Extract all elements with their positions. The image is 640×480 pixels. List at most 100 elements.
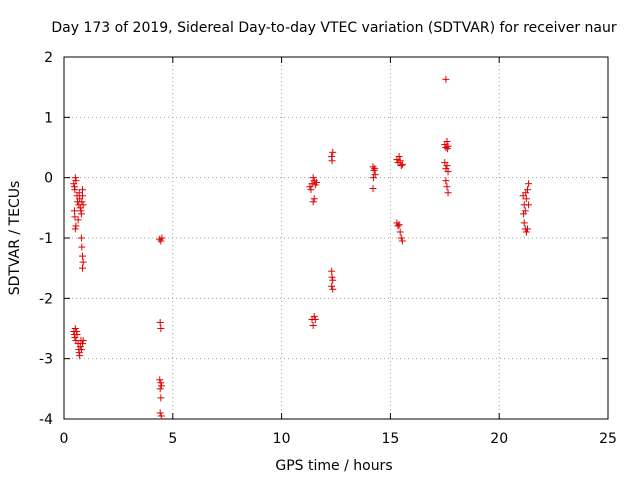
y-tick-label: 1: [44, 110, 53, 126]
data-point: [328, 273, 336, 281]
y-tick-label: -1: [39, 231, 53, 247]
data-point: [309, 321, 317, 329]
data-point: [77, 234, 85, 242]
data-point: [157, 382, 165, 390]
data-point: [311, 315, 319, 323]
data-point: [369, 185, 377, 193]
x-tick-label: 0: [60, 431, 69, 447]
data-point: [397, 234, 405, 242]
data-point: [444, 168, 452, 176]
x-tick-label: 10: [273, 431, 291, 447]
chart-title: Day 173 of 2019, Sidereal Day-to-day VTE…: [51, 20, 617, 36]
data-point: [395, 221, 403, 229]
data-point: [329, 285, 337, 293]
data-point: [328, 267, 336, 275]
data-point: [72, 222, 80, 230]
data-point: [396, 228, 404, 236]
y-tick-labels: -4 -3 -2 -1 0 1 2: [39, 50, 53, 428]
data-point: [70, 207, 78, 215]
data-point: [78, 264, 86, 272]
data-point: [72, 177, 80, 185]
data-point: [74, 216, 82, 224]
data-point: [369, 163, 377, 171]
data-point: [394, 222, 402, 230]
data-point: [76, 352, 84, 360]
data-point: [521, 207, 529, 215]
data-point: [523, 186, 531, 194]
data-point: [398, 160, 406, 168]
data-point: [75, 189, 83, 197]
y-tick-label: 0: [44, 171, 53, 187]
data-point: [156, 385, 164, 393]
data-point: [71, 225, 79, 233]
data-point: [78, 243, 86, 251]
x-tick-labels: 0 5 10 15 20 25: [60, 431, 617, 447]
data-point: [398, 237, 406, 245]
data-point: [77, 346, 85, 354]
data-point: [397, 162, 405, 170]
data-point: [79, 258, 87, 266]
data-point: [157, 412, 165, 420]
data-point: [443, 183, 451, 191]
data-point: [157, 237, 165, 245]
data-point: [520, 210, 528, 218]
data-point: [522, 228, 530, 236]
data-point: [525, 180, 533, 188]
data-point: [371, 171, 379, 179]
data-point: [328, 157, 336, 165]
y-tick-label: -4: [39, 412, 53, 428]
y-tick-label: -3: [39, 352, 53, 368]
y-axis-label: SDTVAR / TECUs: [7, 181, 23, 296]
data-point: [369, 174, 377, 182]
data-point: [79, 337, 87, 345]
y-tick-label: -2: [39, 291, 53, 307]
data-point: [73, 331, 81, 339]
data-point: [525, 201, 533, 209]
data-point: [158, 234, 166, 242]
data-point: [395, 153, 403, 161]
data-point: [312, 178, 320, 186]
data-point: [78, 186, 86, 194]
data-point: [78, 252, 86, 260]
data-point: [71, 213, 79, 221]
data-point: [444, 142, 452, 150]
x-axis-label: GPS time / hours: [275, 458, 392, 474]
x-tick-label: 15: [381, 431, 399, 447]
data-point: [156, 318, 164, 326]
data-point: [443, 137, 451, 145]
data-point: [328, 282, 336, 290]
data-point: [309, 174, 317, 182]
data-point: [157, 379, 165, 387]
data-point: [396, 157, 404, 165]
data-points: [70, 75, 533, 420]
data-point: [78, 340, 86, 348]
data-point: [78, 198, 86, 206]
data-point: [309, 198, 317, 206]
data-point: [157, 394, 165, 402]
grid-lines: [64, 57, 608, 419]
data-point: [156, 376, 164, 384]
data-point: [371, 165, 379, 173]
x-tick-label: 25: [599, 431, 617, 447]
data-point: [523, 225, 531, 233]
data-point: [443, 162, 451, 170]
data-point: [307, 186, 315, 194]
data-point: [329, 276, 337, 284]
data-point: [442, 75, 450, 83]
x-tick-label: 5: [168, 431, 177, 447]
y-tick-label: 2: [44, 50, 53, 66]
data-point: [78, 192, 86, 200]
data-point: [71, 174, 79, 182]
data-point: [79, 201, 87, 209]
data-point: [370, 166, 378, 174]
data-point: [520, 219, 528, 227]
data-point: [71, 186, 79, 194]
data-point: [329, 148, 337, 156]
x-tick-label: 20: [490, 431, 508, 447]
data-point: [71, 325, 79, 332]
data-point: [442, 177, 450, 185]
axis-ticks: [63, 56, 609, 420]
data-point: [522, 195, 530, 203]
data-point: [310, 195, 318, 203]
